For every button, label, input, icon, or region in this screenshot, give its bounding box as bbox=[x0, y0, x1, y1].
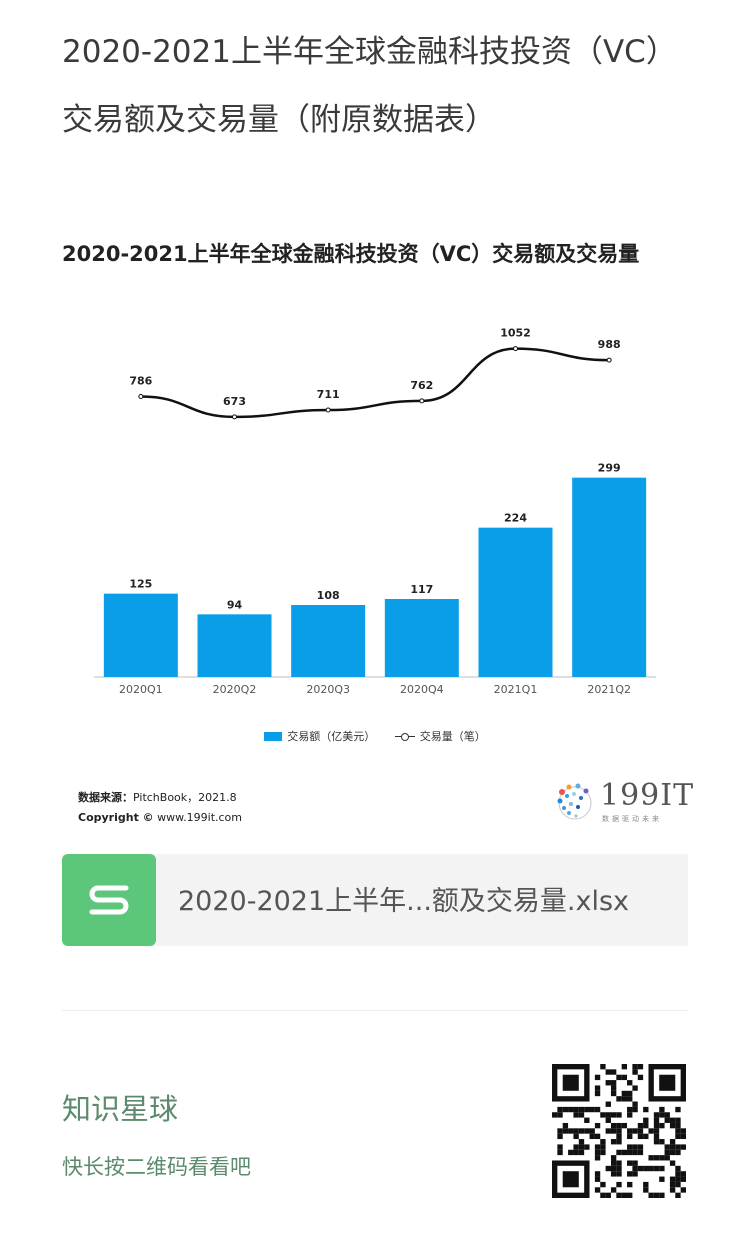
legend-swatch-line bbox=[394, 732, 415, 741]
x-tick-label: 2020Q3 bbox=[306, 683, 350, 696]
chart-title: 2020-2021上半年全球金融科技投资（VC）交易额及交易量 bbox=[62, 242, 640, 266]
bar bbox=[291, 605, 366, 677]
bar bbox=[478, 527, 553, 677]
bar bbox=[103, 593, 178, 677]
attachment-card[interactable]: 2020-2021上半年...额及交易量.xlsx bbox=[62, 854, 688, 946]
copyright-text: www.199it.com bbox=[157, 811, 243, 824]
line-point bbox=[138, 394, 144, 400]
line-point bbox=[606, 357, 612, 363]
legend-item-amount: 交易额（亿美元） bbox=[264, 728, 375, 744]
bar bbox=[572, 477, 647, 677]
line-value-label: 1052 bbox=[500, 327, 531, 340]
spreadsheet-s-icon bbox=[62, 854, 156, 946]
source-text: PitchBook，2021.8 bbox=[133, 791, 237, 804]
legend-item-volume: 交易量（笔） bbox=[394, 728, 486, 744]
line-value-label: 988 bbox=[598, 338, 621, 351]
bar-value-label: 94 bbox=[227, 598, 243, 611]
legend-label-volume: 交易量（笔） bbox=[419, 730, 486, 743]
page-title: 2020-2021上半年全球金融科技投资（VC）交易额及交易量（附原数据表） bbox=[62, 34, 677, 138]
x-tick-label: 2020Q4 bbox=[400, 683, 444, 696]
copyright-label: Copyright © bbox=[78, 811, 154, 824]
line-point bbox=[232, 414, 237, 420]
x-tick-label: 2021Q2 bbox=[587, 683, 631, 696]
qr-code[interactable] bbox=[552, 1064, 686, 1198]
brand-dots-icon bbox=[557, 783, 592, 820]
chart: 125 2020Q1 94 2020Q2 108 2020Q3 117 2020Q4 224 20… bbox=[94, 327, 656, 696]
line-series bbox=[140, 347, 610, 419]
promo-subtitle: 快长按二维码看看吧 bbox=[62, 1155, 251, 1179]
x-tick-label: 2020Q2 bbox=[213, 683, 257, 696]
chart-source: 数据来源：PitchBook，2021.8 Copyright © www.19… bbox=[78, 788, 242, 828]
bar bbox=[384, 599, 459, 677]
legend-label-amount: 交易额（亿美元） bbox=[287, 730, 376, 743]
brand-logo: 199IT 数据驱动未来 bbox=[552, 778, 695, 828]
line-value-label: 673 bbox=[223, 395, 246, 408]
line-value-label: 786 bbox=[129, 375, 152, 388]
line-point bbox=[419, 398, 425, 404]
x-tick-label: 2021Q1 bbox=[494, 683, 538, 696]
bar-value-label: 117 bbox=[410, 583, 433, 596]
bar-value-label: 108 bbox=[317, 589, 340, 602]
legend-swatch-bar bbox=[264, 731, 283, 741]
line-value-label: 762 bbox=[410, 379, 433, 392]
bar bbox=[197, 614, 272, 677]
line-value-label: 711 bbox=[317, 388, 340, 401]
chart-legend: 交易额（亿美元） 交易量（笔） bbox=[0, 728, 750, 744]
source-label: 数据来源： bbox=[78, 791, 133, 804]
brand-name: 199IT bbox=[600, 778, 695, 813]
x-tick-label: 2020Q1 bbox=[119, 683, 163, 696]
bar-value-label: 224 bbox=[504, 512, 527, 525]
brand-tagline: 数据驱动未来 bbox=[602, 815, 662, 823]
line-point bbox=[325, 407, 331, 413]
attachment-filename[interactable]: 2020-2021上半年...额及交易量.xlsx bbox=[178, 886, 630, 917]
bar-value-label: 125 bbox=[129, 578, 152, 591]
line-point bbox=[513, 346, 518, 352]
bar-value-label: 299 bbox=[598, 462, 621, 475]
divider bbox=[62, 1010, 688, 1011]
promo-title: 知识星球 bbox=[62, 1092, 179, 1126]
